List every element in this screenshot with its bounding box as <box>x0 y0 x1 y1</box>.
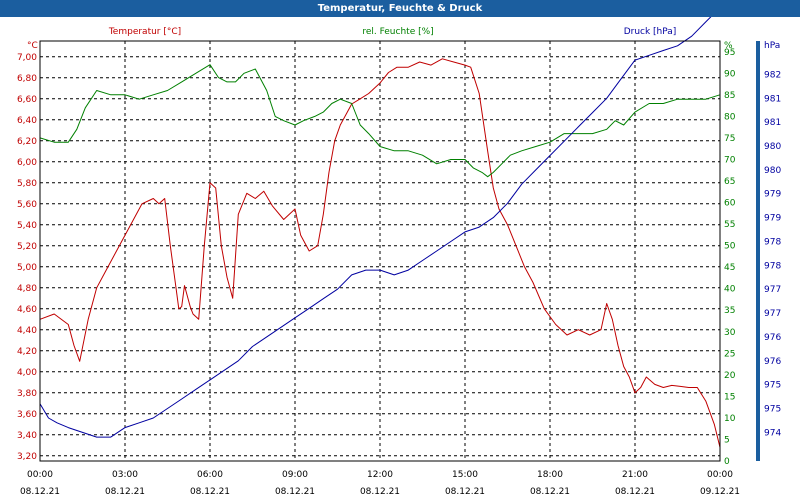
x-tick-date: 08.12.21 <box>615 487 655 497</box>
hum-tick-label: 85 <box>724 91 735 101</box>
x-tick-date: 08.12.21 <box>190 487 230 497</box>
x-tick-time: 06:00 <box>197 470 223 480</box>
press-tick-label: 974 <box>764 428 781 438</box>
temp-tick-label: 6,80 <box>17 74 37 84</box>
temp-tick-label: 7,00 <box>17 53 37 63</box>
temp-tick-label: 3,60 <box>17 410 37 420</box>
legend-pressure: Druck [hPa] <box>624 27 677 37</box>
x-tick-date: 08.12.21 <box>275 487 315 497</box>
hum-tick-label: 75 <box>724 134 735 144</box>
hum-tick-label: 90 <box>724 69 736 79</box>
hum-tick-label: 10 <box>724 414 736 424</box>
pressure-line <box>39 17 712 438</box>
temp-tick-label: 5,00 <box>17 263 37 273</box>
press-tick-label: 977 <box>764 285 781 295</box>
plot-frame <box>39 40 721 462</box>
x-tick-date: 08.12.21 <box>360 487 400 497</box>
press-tick-label: 981 <box>764 94 781 104</box>
temp-tick-label: 6,40 <box>17 116 37 126</box>
legend-temperature: Temperatur [°C] <box>108 27 181 37</box>
press-tick-label: 982 <box>764 70 781 80</box>
temp-tick-label: 3,40 <box>17 431 37 441</box>
temp-tick-label: 4,20 <box>17 347 37 357</box>
press-tick-label: 976 <box>764 357 781 367</box>
temp-tick-label: 4,40 <box>17 326 37 336</box>
press-tick-label: 977 <box>764 309 781 319</box>
x-tick-time: 12:00 <box>367 470 393 480</box>
x-tick-time: 21:00 <box>622 470 648 480</box>
press-tick-label: 978 <box>764 261 781 271</box>
temp-tick-label: 5,40 <box>17 221 37 231</box>
temp-tick-label: 5,60 <box>17 200 37 210</box>
press-tick-label: 975 <box>764 405 781 415</box>
x-tick-time: 00:00 <box>707 470 733 480</box>
hum-tick-label: 95 <box>724 48 735 58</box>
press-tick-label: 978 <box>764 237 781 247</box>
x-tick-date: 08.12.21 <box>105 487 145 497</box>
temp-tick-label: 4,80 <box>17 284 37 294</box>
right-axis-strip <box>756 41 760 461</box>
x-tick-time: 00:00 <box>27 470 53 480</box>
x-tick-time: 09:00 <box>282 470 308 480</box>
temp-tick-label: 6,00 <box>17 158 37 168</box>
x-tick-date: 09.12.21 <box>700 487 740 497</box>
hum-tick-label: 25 <box>724 349 735 359</box>
temperature-line <box>39 58 721 448</box>
press-tick-label: 976 <box>764 333 781 343</box>
x-tick-date: 08.12.21 <box>20 487 60 497</box>
hum-tick-label: 40 <box>724 285 736 295</box>
hum-tick-label: 0 <box>724 457 730 467</box>
press-tick-label: 980 <box>764 142 781 152</box>
hum-tick-label: 5 <box>724 435 730 445</box>
x-tick-time: 03:00 <box>112 470 138 480</box>
hum-tick-label: 35 <box>724 306 735 316</box>
hum-unit-label: % <box>724 41 733 51</box>
hum-tick-label: 45 <box>724 263 735 273</box>
x-tick-date: 08.12.21 <box>445 487 485 497</box>
x-tick-date: 08.12.21 <box>530 487 570 497</box>
press-unit-label: hPa <box>764 41 780 51</box>
hum-tick-label: 15 <box>724 392 735 402</box>
hum-tick-label: 60 <box>724 199 736 209</box>
hum-tick-label: 20 <box>724 371 736 381</box>
hum-tick-label: 80 <box>724 112 736 122</box>
chart-title: Temperatur, Feuchte & Druck <box>0 0 800 17</box>
legend-humidity: rel. Feuchte [%] <box>362 27 433 37</box>
temp-unit-label: °C <box>27 41 38 51</box>
hum-tick-label: 70 <box>724 155 736 165</box>
hum-tick-label: 30 <box>724 328 736 338</box>
chart-canvas: Temperatur [°C] rel. Feuchte [%] Druck [… <box>17 17 781 497</box>
temp-tick-label: 6,20 <box>17 137 37 147</box>
temp-tick-label: 6,60 <box>17 95 37 105</box>
x-tick-time: 18:00 <box>537 470 563 480</box>
press-tick-label: 981 <box>764 118 781 128</box>
temp-tick-label: 3,20 <box>17 452 37 462</box>
press-tick-label: 975 <box>764 381 781 391</box>
humidity-line <box>39 64 721 178</box>
temp-tick-label: 4,00 <box>17 368 37 378</box>
hum-tick-label: 50 <box>724 242 736 252</box>
temp-tick-label: 5,20 <box>17 242 37 252</box>
press-tick-label: 980 <box>764 166 781 176</box>
press-tick-label: 979 <box>764 214 781 224</box>
temp-tick-label: 4,60 <box>17 305 37 315</box>
hum-tick-label: 65 <box>724 177 735 187</box>
press-tick-label: 979 <box>764 190 781 200</box>
hum-tick-label: 55 <box>724 220 735 230</box>
x-tick-time: 15:00 <box>452 470 478 480</box>
temp-tick-label: 3,80 <box>17 389 37 399</box>
temp-tick-label: 5,80 <box>17 179 37 189</box>
